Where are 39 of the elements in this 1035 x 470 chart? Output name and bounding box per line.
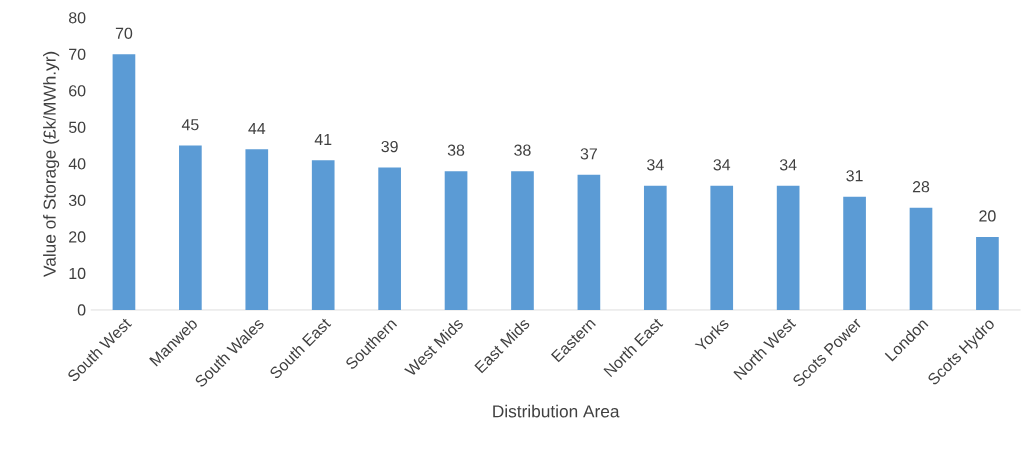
bar <box>710 185 734 311</box>
y-tick-label: 50 <box>68 121 86 134</box>
data-label: 34 <box>647 159 664 171</box>
bar <box>843 196 866 311</box>
y-tick-label: 0 <box>77 304 86 316</box>
y-tick-label: 80 <box>69 12 86 24</box>
bar <box>245 149 269 311</box>
y-tick-label: 30 <box>68 194 86 207</box>
y-tick-label: 40 <box>68 158 86 170</box>
bar <box>112 54 136 311</box>
bar <box>643 185 667 311</box>
x-axis-title: Distribution Area <box>493 404 620 418</box>
data-label: 41 <box>314 134 332 145</box>
bar <box>577 174 601 311</box>
data-label: 34 <box>713 159 731 171</box>
y-tick-label: 70 <box>69 48 86 60</box>
bar <box>378 167 401 311</box>
bar <box>179 145 202 311</box>
data-label: 38 <box>514 144 531 156</box>
y-tick-label: 20 <box>69 231 86 243</box>
data-label: 38 <box>447 144 465 156</box>
data-label: 31 <box>846 170 863 182</box>
bar <box>909 207 933 311</box>
data-label: 34 <box>779 159 797 171</box>
bar <box>776 185 800 311</box>
y-tick-label: 10 <box>69 267 86 280</box>
data-label: 20 <box>979 210 996 222</box>
bar <box>444 171 468 311</box>
data-label: 37 <box>580 148 597 160</box>
data-label: 70 <box>115 27 133 40</box>
data-label: 39 <box>381 140 398 153</box>
y-tick-label: 60 <box>69 85 86 97</box>
data-label: 45 <box>181 119 199 131</box>
bar <box>976 236 999 311</box>
bar <box>511 171 534 311</box>
data-label: 28 <box>912 181 930 193</box>
y-axis-title: Value of Storage (£k/MWh.yr) <box>43 51 60 277</box>
data-label: 44 <box>248 123 266 134</box>
bar <box>311 160 335 311</box>
